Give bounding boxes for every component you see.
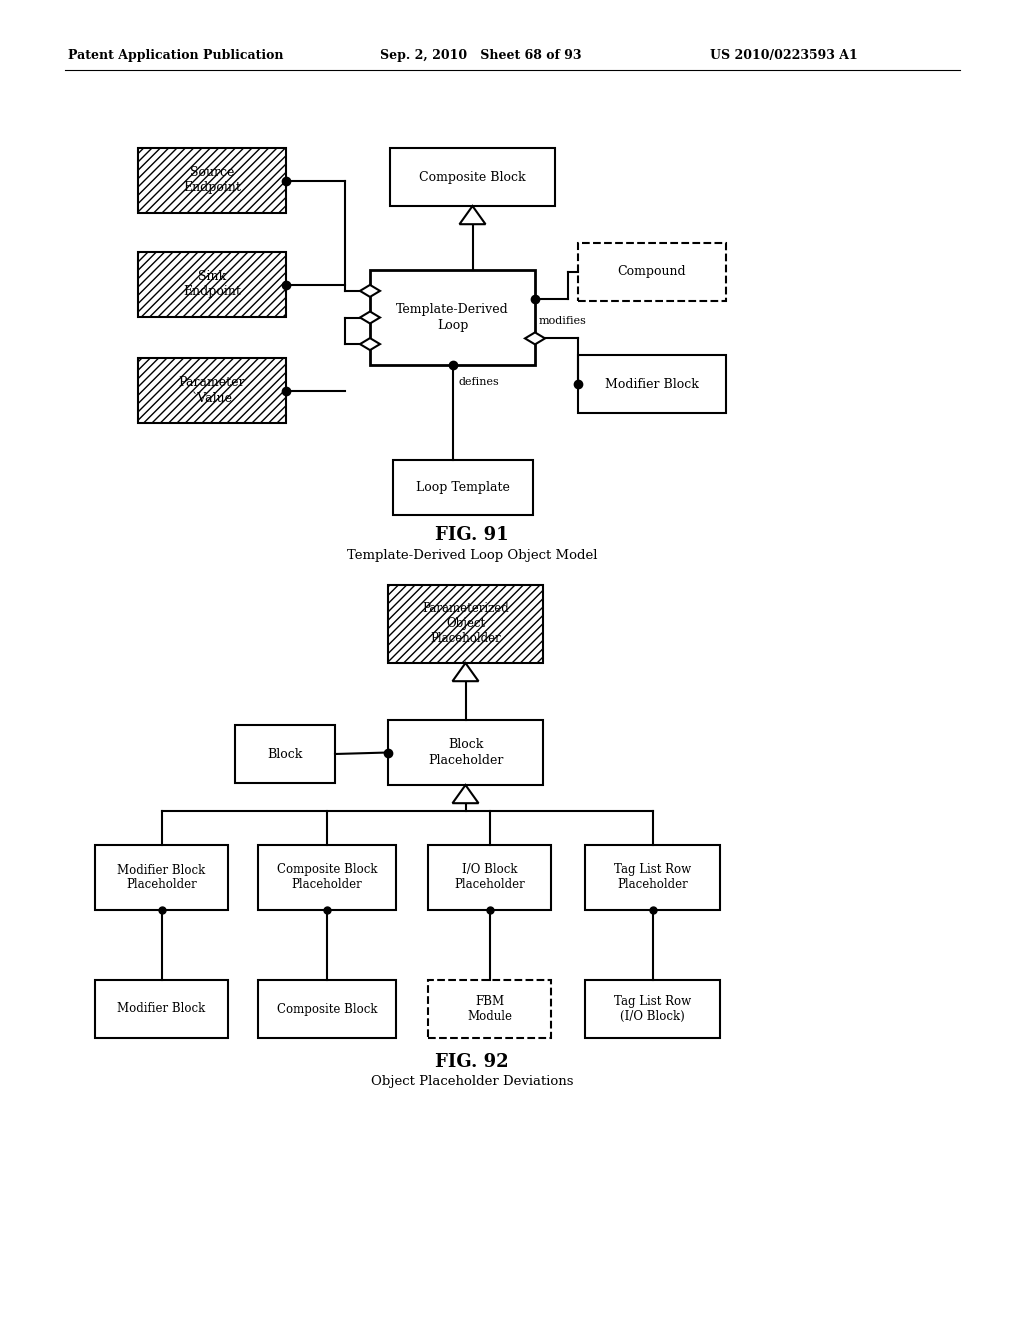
Bar <box>95 979 228 1038</box>
Polygon shape <box>525 333 545 345</box>
Bar <box>578 243 726 301</box>
Text: Loop Template: Loop Template <box>416 480 510 494</box>
Text: Parameter
`Value: Parameter `Value <box>179 376 246 404</box>
Bar <box>390 148 555 206</box>
Bar <box>258 845 396 909</box>
Text: Modifier Block: Modifier Block <box>605 378 699 391</box>
Bar <box>138 358 286 422</box>
Text: Block: Block <box>267 747 303 760</box>
Text: FIG. 91: FIG. 91 <box>435 525 509 544</box>
Polygon shape <box>360 285 380 297</box>
Text: Object Placeholder Deviations: Object Placeholder Deviations <box>371 1076 573 1089</box>
Bar <box>388 585 543 663</box>
Bar <box>258 979 396 1038</box>
Text: Sink
Endpoint: Sink Endpoint <box>183 271 241 298</box>
Bar <box>95 845 228 909</box>
Text: modifies: modifies <box>539 317 587 326</box>
Bar <box>138 252 286 317</box>
Text: defines: defines <box>459 378 500 387</box>
Text: Template-Derived
Loop: Template-Derived Loop <box>396 304 509 331</box>
Text: Block
Placeholder: Block Placeholder <box>428 738 503 767</box>
Text: Tag List Row
Placeholder: Tag List Row Placeholder <box>614 863 691 891</box>
Text: Tag List Row
(I/O Block): Tag List Row (I/O Block) <box>614 995 691 1023</box>
Text: Parameterized
Object
Placeholder: Parameterized Object Placeholder <box>422 602 509 645</box>
Bar <box>370 271 535 366</box>
Bar <box>585 845 720 909</box>
Text: Composite Block: Composite Block <box>276 1002 377 1015</box>
Text: Template-Derived Loop Object Model: Template-Derived Loop Object Model <box>347 549 597 561</box>
Text: Sep. 2, 2010   Sheet 68 of 93: Sep. 2, 2010 Sheet 68 of 93 <box>380 49 582 62</box>
Polygon shape <box>453 785 478 803</box>
Text: I/O Block
Placeholder: I/O Block Placeholder <box>454 863 525 891</box>
Text: Composite Block
Placeholder: Composite Block Placeholder <box>276 863 377 891</box>
Text: FIG. 92: FIG. 92 <box>435 1053 509 1071</box>
Text: Modifier Block
Placeholder: Modifier Block Placeholder <box>118 863 206 891</box>
Text: Modifier Block: Modifier Block <box>118 1002 206 1015</box>
Bar <box>428 979 551 1038</box>
Polygon shape <box>460 206 485 224</box>
Text: Source
Endpoint: Source Endpoint <box>183 166 241 194</box>
Text: FBM
Module: FBM Module <box>467 995 512 1023</box>
Text: US 2010/0223593 A1: US 2010/0223593 A1 <box>710 49 858 62</box>
Polygon shape <box>360 338 380 350</box>
Text: Composite Block: Composite Block <box>419 170 525 183</box>
Bar <box>388 719 543 785</box>
Bar <box>234 725 335 783</box>
Bar <box>585 979 720 1038</box>
Bar <box>138 148 286 213</box>
Bar <box>428 845 551 909</box>
Text: Compound: Compound <box>617 265 686 279</box>
Polygon shape <box>453 663 478 681</box>
Polygon shape <box>360 312 380 323</box>
Bar <box>578 355 726 413</box>
Bar <box>393 459 534 515</box>
Text: Patent Application Publication: Patent Application Publication <box>68 49 284 62</box>
